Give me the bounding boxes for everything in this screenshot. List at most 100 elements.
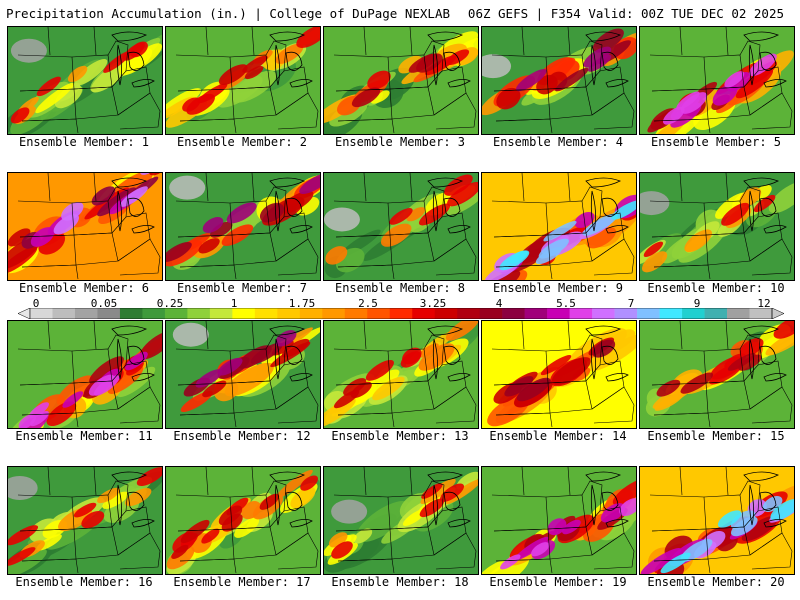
ensemble-member-map-12 [165,320,321,429]
colorbar-tick-label: 1.75 [288,297,316,310]
colorbar-swatch [637,308,660,319]
colorbar-swatch [119,308,143,319]
precip-field-10 [640,173,794,280]
precip-field-13 [324,321,478,428]
colorbar-tick-label: 7 [627,297,635,310]
colorbar-swatch [592,308,615,319]
colorbar-tick-label: 1 [230,297,238,310]
precip-field-17 [166,467,320,574]
colorbar-swatch [299,308,323,319]
member-caption-8: Ensemble Member: 8 [334,281,466,295]
colorbar-swatch [232,308,256,319]
member-caption-2: Ensemble Member: 2 [176,135,308,149]
colorbar-min-arrow [18,308,31,319]
colorbar-swatch [164,308,188,319]
colorbar-tick-label: 3.25 [419,297,447,310]
precip-field-4 [482,27,636,134]
ensemble-member-map-3 [323,26,479,135]
colorbar-swatch [704,308,728,319]
precip-field-14 [482,321,636,428]
ensemble-member-map-18 [323,466,479,575]
colorbar-swatch [524,308,548,319]
ensemble-member-map-1 [7,26,163,135]
precip-field-7 [166,173,320,280]
colorbar-max-arrow [771,308,784,319]
colorbar-tick-label: 0.25 [156,297,184,310]
ensemble-member-map-2 [165,26,321,135]
ensemble-member-map-13 [323,320,479,429]
colorbar-swatch [254,308,278,319]
precip-field-11 [8,321,162,428]
ensemble-member-map-14 [481,320,637,429]
precip-field-12 [166,321,320,428]
colorbar-swatch [502,308,525,319]
member-caption-16: Ensemble Member: 16 [15,575,153,589]
run-valid-time: 06Z GEFS | F354 Valid: 00Z TUE DEC 02 20… [467,6,784,21]
precip-field-9 [482,173,636,280]
precip-field-8 [324,173,478,280]
member-caption-13: Ensemble Member: 13 [331,429,469,443]
member-caption-6: Ensemble Member: 6 [18,281,150,295]
header: Precipitation Accumulation (in.) | Colle… [0,0,800,24]
precip-field-18 [324,467,478,574]
colorbar-swatch [682,308,705,319]
precip-field-1 [8,27,162,134]
member-caption-3: Ensemble Member: 3 [334,135,466,149]
colorbar-swatch [727,308,750,319]
colorbar-swatch [367,308,391,319]
colorbar-tick-label: 5.5 [556,297,576,310]
member-caption-9: Ensemble Member: 9 [492,281,624,295]
ensemble-member-map-4 [481,26,637,135]
colorbar-swatch [30,308,53,319]
member-caption-19: Ensemble Member: 19 [489,575,627,589]
precip-field-6 [8,173,162,280]
colorbar-tick-label: 4 [495,297,503,310]
colorbar-swatch [412,308,436,319]
colorbar-swatch [479,308,503,319]
member-caption-15: Ensemble Member: 15 [647,429,785,443]
ensemble-member-map-5 [639,26,795,135]
member-caption-14: Ensemble Member: 14 [489,429,627,443]
ensemble-member-map-8 [323,172,479,281]
colorbar-swatch [749,308,773,319]
colorbar-swatch [74,308,98,319]
precip-field-19 [482,467,636,574]
ensemble-member-map-11 [7,320,163,429]
member-caption-17: Ensemble Member: 17 [173,575,311,589]
member-caption-7: Ensemble Member: 7 [176,281,308,295]
colorbar-swatch [52,308,76,319]
colorbar-swatch [659,308,683,319]
member-caption-18: Ensemble Member: 18 [331,575,469,589]
ensemble-member-map-15 [639,320,795,429]
member-caption-11: Ensemble Member: 11 [15,429,153,443]
precip-field-20 [640,467,794,574]
colorbar-tick-label: 0 [32,297,40,310]
colorbar-swatch [434,308,458,319]
ensemble-member-map-7 [165,172,321,281]
colorbar-swatch [209,308,233,319]
precip-field-15 [640,321,794,428]
colorbar-swatch [142,308,166,319]
colorbar-tick-label: 9 [693,297,701,310]
ensemble-member-map-20 [639,466,795,575]
colorbar-swatch [569,308,593,319]
ensemble-member-map-16 [7,466,163,575]
ensemble-member-map-6 [7,172,163,281]
precipitation-colorbar [18,308,784,319]
colorbar-tick-label: 12 [757,297,771,310]
map-title: Precipitation Accumulation (in.) | Colle… [6,6,451,21]
colorbar-swatch [187,308,211,319]
ensemble-member-map-17 [165,466,321,575]
colorbar-swatch [457,308,480,319]
colorbar-swatch [389,308,413,319]
colorbar-swatch [97,308,121,319]
precip-field-2 [166,27,320,134]
ensemble-member-map-19 [481,466,637,575]
precip-field-5 [640,27,794,134]
member-caption-4: Ensemble Member: 4 [492,135,624,149]
colorbar-swatch [614,308,638,319]
member-caption-1: Ensemble Member: 1 [18,135,150,149]
precip-field-16 [8,467,162,574]
precip-field-3 [324,27,478,134]
colorbar-swatch [277,308,301,319]
